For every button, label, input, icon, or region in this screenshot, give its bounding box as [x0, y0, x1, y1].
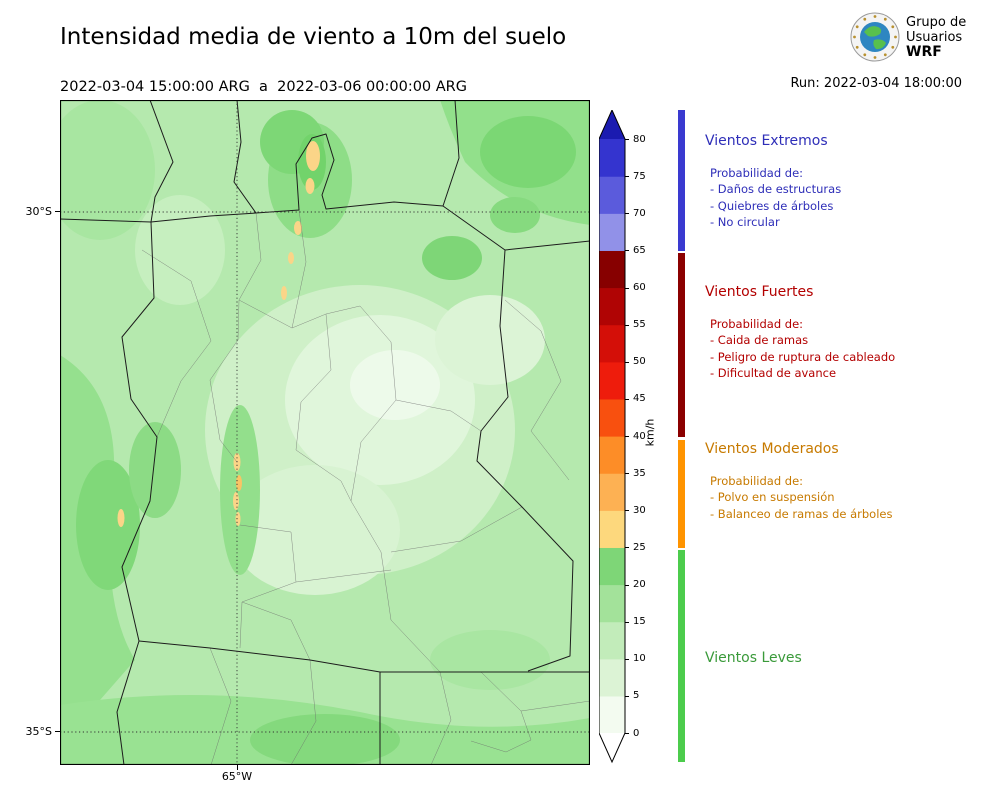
- legend-item: - Dificultad de avance: [710, 366, 837, 380]
- lon-tick-65w: 65°W: [221, 770, 253, 783]
- colorbar-tick-label: 35: [633, 467, 646, 479]
- colorbar-tickmark: [625, 510, 629, 512]
- colorbar-tick-label: 60: [633, 282, 646, 293]
- logo-line3: WRF: [906, 44, 942, 60]
- colorbar-tick-label: 65: [633, 244, 646, 256]
- colorbar-tick-label: 15: [633, 616, 646, 628]
- colorbar-scale: [598, 108, 626, 764]
- run-label: Run: 2022-03-04 18:00:00: [790, 76, 962, 91]
- colorbar-tick-label: 55: [633, 319, 646, 331]
- legend-section-title: Vientos Moderados: [705, 441, 839, 457]
- legend-bar-2: [678, 440, 685, 548]
- legend-item: - Caida de ramas: [710, 333, 809, 347]
- legend-section-0: Vientos Extremos Probabilidad de: - Daño…: [705, 133, 995, 231]
- colorbar-tickmark: [625, 176, 629, 178]
- colorbar-tick-label: 30: [633, 504, 646, 516]
- colorbar-tick-label: 5: [633, 690, 640, 702]
- colorbar-tick-label: 80: [633, 133, 646, 145]
- colorbar-tickmark: [625, 733, 629, 734]
- colorbar-tickmark: [625, 324, 629, 326]
- colorbar-tickmark: [625, 250, 629, 252]
- legend-bar-3: [678, 550, 685, 762]
- lat-tickmark-35s: [55, 731, 60, 732]
- legend-item: - Polvo en suspensión: [710, 490, 835, 504]
- legend-bar-1: [678, 253, 685, 437]
- colorbar-tickmark: [625, 398, 629, 400]
- wrf-logo: Grupo de Usuarios WRF: [850, 12, 1000, 62]
- colorbar-tickmark: [625, 473, 629, 475]
- legend-bar-0: [678, 110, 685, 251]
- legend-section-2: Vientos Moderados Probabilidad de: - Pol…: [705, 441, 995, 522]
- colorbar-tick-label: 70: [633, 207, 646, 219]
- legend-section-title: Vientos Leves: [705, 650, 802, 666]
- legend-item: - Daños de estructuras: [710, 182, 842, 196]
- graticule-lines: [60, 100, 590, 765]
- page-title: Intensidad media de viento a 10m del sue…: [60, 24, 567, 50]
- colorbar-tick-label: 75: [633, 170, 646, 182]
- logo-line1: Grupo de: [906, 15, 967, 30]
- colorbar-tickmark: [625, 658, 629, 660]
- department-boundaries: [141, 209, 591, 766]
- legend-section-3: Vientos Leves: [705, 650, 995, 682]
- legend-section-1: Vientos Fuertes Probabilidad de: - Caida…: [705, 284, 995, 382]
- colorbar-tick-label: 45: [633, 393, 646, 405]
- globe-logo-icon: [850, 12, 900, 62]
- legend-section-subtitle: Probabilidad de:: [710, 165, 804, 180]
- province-boundaries: [59, 99, 591, 766]
- colorbar-tickmark: [625, 213, 629, 215]
- colorbar-segments: [599, 139, 625, 734]
- lat-tick-35s: 35°S: [25, 725, 52, 738]
- legend-item: - Balanceo de ramas de árboles: [710, 506, 893, 521]
- colorbar-tickmark: [625, 361, 629, 363]
- colorbar-tickmark: [625, 621, 629, 623]
- colorbar-over-arrow: [599, 110, 625, 139]
- legend-item: - Quiebres de árboles: [710, 198, 834, 213]
- lon-tickmark-65w: [237, 765, 238, 770]
- colorbar-tick-label: 40: [633, 430, 646, 442]
- colorbar-tickmark: [625, 547, 629, 549]
- period-label: 2022-03-04 15:00:00 ARG a 2022-03-06 00:…: [60, 79, 467, 95]
- legend-section-title: Vientos Extremos: [705, 133, 828, 149]
- colorbar-tick-label: 25: [633, 541, 646, 553]
- colorbar-tick-label: 20: [633, 579, 646, 590]
- colorbar-under-arrow: [599, 733, 625, 762]
- legend-section-title: Vientos Fuertes: [705, 284, 814, 300]
- map-canvas: [45, 99, 591, 766]
- legend-section-subtitle: Probabilidad de:: [710, 316, 804, 331]
- colorbar: 80 75 70 65 60 55 50 45 40 35 30 25 20 15 10 5 0: [598, 108, 691, 770]
- lat-tick-30s: 30°S: [25, 205, 52, 218]
- colorbar-tick-label: 50: [633, 356, 646, 368]
- lat-tickmark-30s: [55, 211, 60, 212]
- colorbar-tickmark: [625, 139, 629, 140]
- colorbar-unit-label: km/h: [643, 418, 657, 447]
- legend-item: - No circular: [710, 215, 780, 229]
- colorbar-tickmark: [625, 287, 629, 289]
- logo-line2: Usuarios: [906, 30, 963, 45]
- colorbar-tickmark: [625, 436, 629, 437]
- map-panel: [45, 99, 591, 766]
- colorbar-tick-label: 0: [633, 727, 640, 739]
- legend-item: - Peligro de ruptura de cableado: [710, 349, 896, 364]
- legend-section-subtitle: Probabilidad de:: [710, 473, 804, 488]
- logo-text: Grupo de Usuarios WRF: [906, 12, 966, 62]
- colorbar-tick-label: 10: [633, 653, 646, 665]
- colorbar-tickmark: [625, 584, 629, 586]
- colorbar-tickmark: [625, 695, 629, 697]
